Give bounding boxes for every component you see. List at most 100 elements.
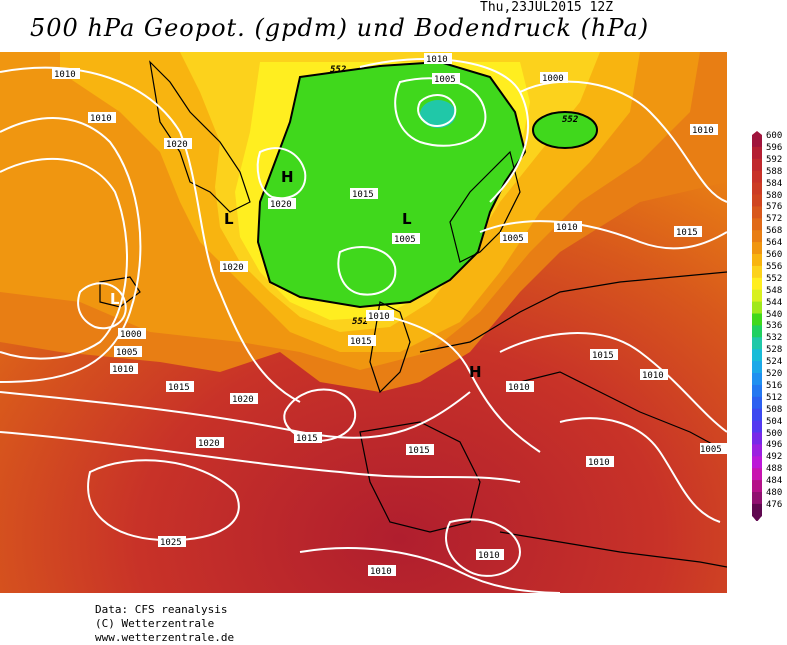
legend-swatch xyxy=(752,361,762,374)
isobar-label: 1015 xyxy=(352,190,374,200)
legend-swatch xyxy=(752,206,762,219)
legend-swatch xyxy=(752,492,762,505)
isobar-labels: 1010 1010 1020 1020 1010 1015 1005 1000 … xyxy=(52,53,727,577)
legend-value: 568 xyxy=(766,226,783,237)
pressure-centers: H L L L H H xyxy=(110,168,482,381)
legend-swatch xyxy=(752,230,762,243)
legend-swatch xyxy=(752,337,762,350)
isobar-label: 1010 xyxy=(556,223,578,233)
isobar-label: 1010 xyxy=(642,371,664,381)
legend-top-tip xyxy=(752,131,762,135)
legend-value: 496 xyxy=(766,440,783,451)
weather-map: 552 552 552 1010 1010 1020 1020 1010 101… xyxy=(0,52,727,593)
high-pressure-center: H xyxy=(469,363,482,381)
isobar-label: 1010 xyxy=(692,126,714,136)
legend-value: 548 xyxy=(766,285,783,296)
height-label: 552 xyxy=(352,317,368,327)
legend-swatch xyxy=(752,432,762,445)
legend-swatch xyxy=(752,384,762,398)
isobar-label: 1015 xyxy=(676,228,698,238)
isobar-label: 1015 xyxy=(350,337,372,347)
legend-value: 572 xyxy=(766,214,783,225)
legend-value: 504 xyxy=(766,416,783,427)
isobar-label: 1005 xyxy=(700,445,722,455)
legend-value: 532 xyxy=(766,333,783,344)
legend-value: 560 xyxy=(766,250,783,260)
legend-value: 524 xyxy=(766,357,783,368)
legend-value: 488 xyxy=(766,464,783,475)
legend-value: 476 xyxy=(766,499,783,510)
legend-value: 564 xyxy=(766,238,783,249)
legend-value: 600 xyxy=(766,131,783,141)
legend-value: 512 xyxy=(766,392,783,403)
legend-value: 500 xyxy=(766,428,783,439)
legend-value: 596 xyxy=(766,142,783,153)
isobar-label: 1010 xyxy=(478,551,500,561)
legend-value: 492 xyxy=(766,452,783,463)
legend-swatch xyxy=(752,325,762,338)
legend-swatch xyxy=(752,242,762,255)
legend-value: 520 xyxy=(766,369,783,379)
map-title: 500 hPa Geopot. (gpdm) und Bodendruck (h… xyxy=(30,14,650,42)
legend-value: 540 xyxy=(766,309,783,320)
legend-swatch xyxy=(752,396,762,410)
height-label: 552 xyxy=(330,65,346,75)
footer-credits: Data: CFS reanalysis (C) Wetterzentrale … xyxy=(95,603,234,645)
legend-bottom-tip xyxy=(752,515,762,521)
copyright: (C) Wetterzentrale xyxy=(95,617,215,630)
low-pressure-center: L xyxy=(224,210,234,228)
legend-value: 588 xyxy=(766,166,783,177)
isobar-label: 1010 xyxy=(368,312,390,322)
legend-swatch xyxy=(752,349,762,362)
legend-swatch xyxy=(752,277,762,291)
legend-swatch xyxy=(752,456,762,469)
isobar-label: 1020 xyxy=(166,140,188,150)
isobar-label: 1020 xyxy=(270,200,292,210)
green-low-area xyxy=(256,60,527,309)
isobar-label: 1010 xyxy=(90,114,112,124)
isobars xyxy=(0,58,727,593)
legend-swatch xyxy=(752,289,762,303)
legend-value: 576 xyxy=(766,202,783,213)
legend-swatch xyxy=(752,254,762,267)
legend-swatch xyxy=(752,218,762,231)
legend-swatch xyxy=(752,265,762,279)
legend-value: 552 xyxy=(766,273,783,284)
isobar-label: 1015 xyxy=(296,434,318,444)
legend-value: 592 xyxy=(766,154,783,165)
low-pressure-center: L xyxy=(110,290,120,308)
isobar-label: 1010 xyxy=(426,55,448,65)
legend-value: 580 xyxy=(766,190,783,201)
isobar-label: 1010 xyxy=(508,383,530,393)
legend-value: 516 xyxy=(766,380,783,391)
isobar-label: 1010 xyxy=(370,567,392,577)
legend-value: 544 xyxy=(766,297,783,308)
high-pressure-center: H xyxy=(281,168,294,186)
isobar-label: 1005 xyxy=(502,234,524,244)
isobar-label: 1015 xyxy=(168,383,190,393)
legend-value: 556 xyxy=(766,261,783,272)
isobar-label: 1010 xyxy=(112,365,134,375)
legend-value: 508 xyxy=(766,404,783,415)
legend-swatch xyxy=(752,170,762,184)
legend-swatch xyxy=(752,135,762,148)
legend-swatch xyxy=(752,301,762,314)
isobar-label: 1010 xyxy=(54,70,76,80)
legend-swatch xyxy=(752,503,762,517)
legend-swatch xyxy=(752,194,762,207)
website-url: www.wetterzentrale.de xyxy=(95,631,235,644)
isobar-label: 1020 xyxy=(198,439,220,449)
isobar-label: 1005 xyxy=(116,348,138,358)
legend-swatch xyxy=(752,182,762,195)
isobar-label: 1015 xyxy=(408,446,430,456)
legend-value: 480 xyxy=(766,488,783,498)
isobar-label: 1005 xyxy=(394,235,416,245)
legend-value: 584 xyxy=(766,178,783,189)
legend-swatch xyxy=(752,373,762,386)
legend-value: 484 xyxy=(766,476,783,487)
datetime-label: Thu,23JUL2015 12Z xyxy=(480,0,614,15)
isobar-label: 1000 xyxy=(120,330,142,340)
isobar-label: 1005 xyxy=(434,75,456,85)
isobar-label: 1020 xyxy=(232,395,254,405)
legend-swatch xyxy=(752,408,762,422)
